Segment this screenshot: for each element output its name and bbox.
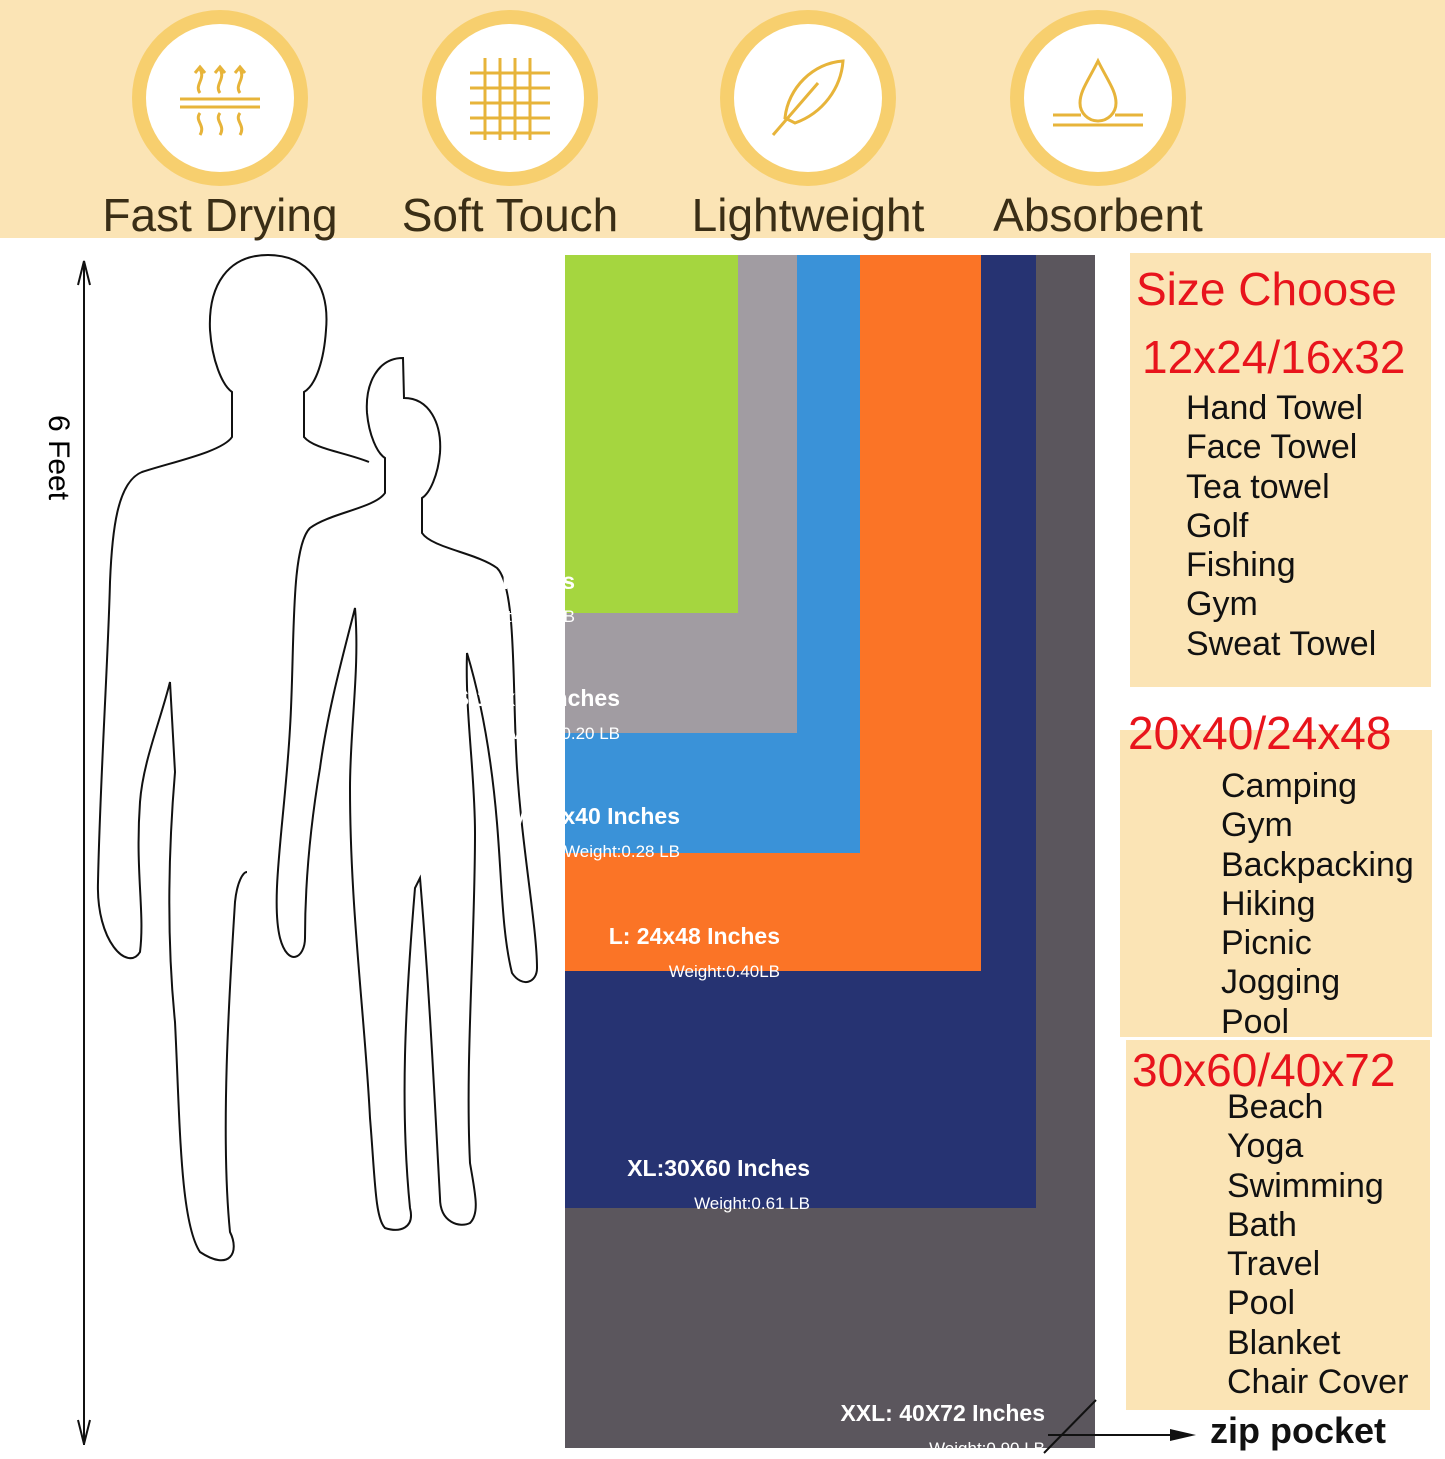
group-heading: 20x40/24x48: [1128, 707, 1392, 759]
height-comparison-figures: [77, 254, 539, 1445]
use-item: Face Towel: [1186, 428, 1358, 467]
use-item: Fishing: [1186, 546, 1296, 585]
feature-soft-touch: Soft Touch: [360, 10, 660, 242]
towel-size: XXL: 40X72 Inches: [840, 1400, 1045, 1426]
use-item: Chair Cover: [1227, 1363, 1409, 1402]
use-item: Sweat Towel: [1186, 624, 1377, 663]
towel-weight: Weight:0.40LB: [668, 962, 780, 981]
towel-label: XL:30X60 Inches Weight:0.61 LB: [627, 1155, 810, 1214]
male-silhouette: [96, 254, 269, 1262]
heat-waves-icon: [146, 24, 294, 172]
feature-lightweight: Lightweight: [658, 10, 958, 242]
towel-label: XXL: 40X72 Inches Weight:0.90 LB: [840, 1400, 1045, 1459]
feather-icon: [734, 24, 882, 172]
use-item: Gym: [1221, 806, 1293, 845]
water-drop-icon: [1024, 24, 1172, 172]
use-item: Bath: [1227, 1205, 1297, 1244]
feature-fast-drying: Fast Drying: [70, 10, 370, 242]
use-item: Camping: [1221, 767, 1358, 805]
use-list: Beach Yoga Swimming Bath Travel Pool Blanket Ch…: [1227, 1088, 1408, 1402]
use-list: Hand Towel Face Towel Tea towel Golf Fishing…: [1186, 389, 1376, 664]
use-item: Yoga: [1227, 1127, 1304, 1166]
towel-weight: Weight:0.28 LB: [564, 842, 680, 861]
zip-pointer: [1043, 1399, 1196, 1454]
zip-pocket-label: zip pocket: [1210, 1410, 1387, 1451]
use-item: Tea towel: [1186, 467, 1330, 506]
group-heading: 30x60/40x72: [1132, 1044, 1396, 1096]
use-item: Pool: [1221, 1002, 1290, 1041]
towel-size: XL:30X60 Inches: [627, 1155, 810, 1181]
height-label: 6 Feet: [42, 415, 75, 501]
panel-group-2: [1120, 730, 1432, 1037]
use-item: Beach: [1227, 1088, 1324, 1126]
use-item: Golf: [1186, 506, 1249, 545]
use-item: Pool: [1227, 1284, 1296, 1323]
use-item: Picnic: [1221, 924, 1312, 963]
panel-title: Size Choose: [1136, 263, 1397, 315]
use-item: Hiking: [1221, 884, 1316, 923]
towel-label: L: 24x48 Inches Weight:0.40LB: [609, 923, 780, 982]
use-item: Blanket: [1227, 1323, 1341, 1362]
male-silhouette-right: [267, 254, 370, 463]
towel-label: XS:12X24 Inches Weight:0.13 LB: [391, 568, 575, 627]
towel-size: XS:12X24 Inches: [390, 568, 575, 594]
towel-size: M:20x40 Inches: [509, 803, 680, 829]
use-item: Jogging: [1221, 963, 1341, 1002]
panel-group-3: [1126, 1040, 1430, 1410]
towel-weight: Weight:0.61 LB: [694, 1194, 810, 1213]
towel-label: M:20x40 Inches Weight:0.28 LB: [510, 803, 680, 862]
towel-label: S:16x32 Inches Weight:0.20 LB: [454, 685, 620, 744]
panel-group-1: [1130, 253, 1431, 687]
group-heading: 12x24/16x32: [1142, 331, 1406, 383]
towel-size: L: 24x48 Inches: [608, 923, 780, 949]
use-item: Hand Towel: [1186, 389, 1364, 427]
use-item: Travel: [1227, 1245, 1321, 1284]
height-arrow: [77, 260, 91, 1445]
female-silhouette: [275, 356, 539, 1231]
towel-weight: Weight:0.20 LB: [504, 724, 620, 743]
use-item: Gym: [1186, 585, 1258, 624]
towel-size: S:16x32 Inches: [453, 685, 620, 711]
use-item: Backpacking: [1221, 845, 1414, 884]
feature-absorbent: Absorbent: [948, 10, 1248, 242]
towel-weight: Weight:0.13 LB: [459, 607, 575, 626]
use-item: Swimming: [1227, 1166, 1384, 1205]
towel-xs: [565, 255, 738, 613]
towel-weight: Weight:0.90 LB: [929, 1439, 1045, 1458]
fabric-weave-icon: [436, 24, 584, 172]
use-list: Camping Gym Backpacking Hiking Picnic Jogging…: [1221, 767, 1414, 1042]
